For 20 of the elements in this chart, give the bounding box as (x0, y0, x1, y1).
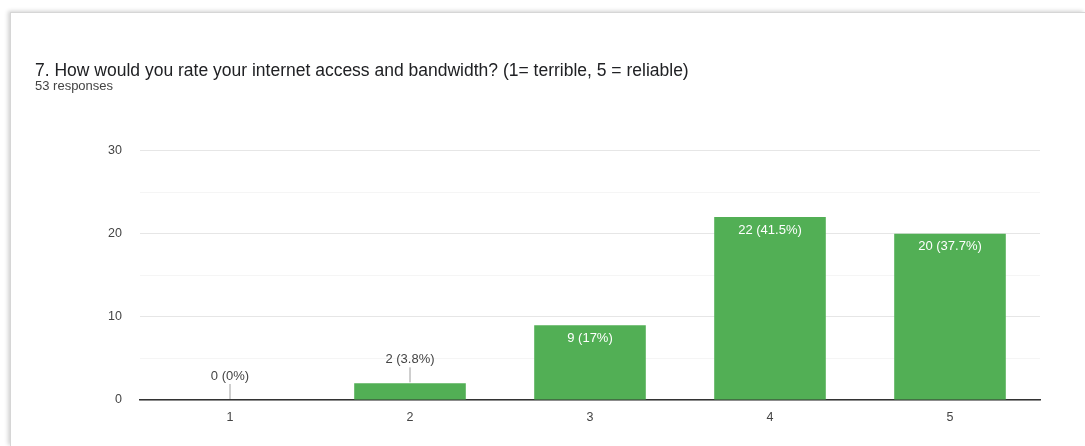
data-label: 22 (41.5%) (738, 221, 802, 237)
y-tick-label: 10 (108, 309, 123, 324)
bar (894, 233, 1006, 400)
x-tick-label: 2 (406, 409, 414, 424)
data-label: 2 (3.8%) (385, 350, 435, 366)
y-tick-label: 30 (108, 142, 123, 157)
chart-subtitle: 53 responses (35, 78, 114, 93)
bar (534, 325, 646, 400)
x-tick-label: 1 (226, 409, 234, 424)
bar (354, 383, 466, 400)
x-tick-label: 3 (586, 409, 594, 424)
data-label: 20 (37.7%) (918, 238, 982, 254)
x-tick-label: 4 (766, 409, 774, 424)
chart-title: 7. How would you rate your internet access and bandwidth? (1= terrible, 5 = reliable) (35, 60, 689, 81)
bar (714, 217, 826, 400)
x-tick-label: 5 (946, 409, 954, 424)
y-tick-label: 20 (108, 226, 123, 241)
data-label: 9 (17%) (567, 329, 613, 345)
data-label: 0 (0%) (210, 367, 250, 383)
y-tick-label: 0 (115, 392, 123, 407)
